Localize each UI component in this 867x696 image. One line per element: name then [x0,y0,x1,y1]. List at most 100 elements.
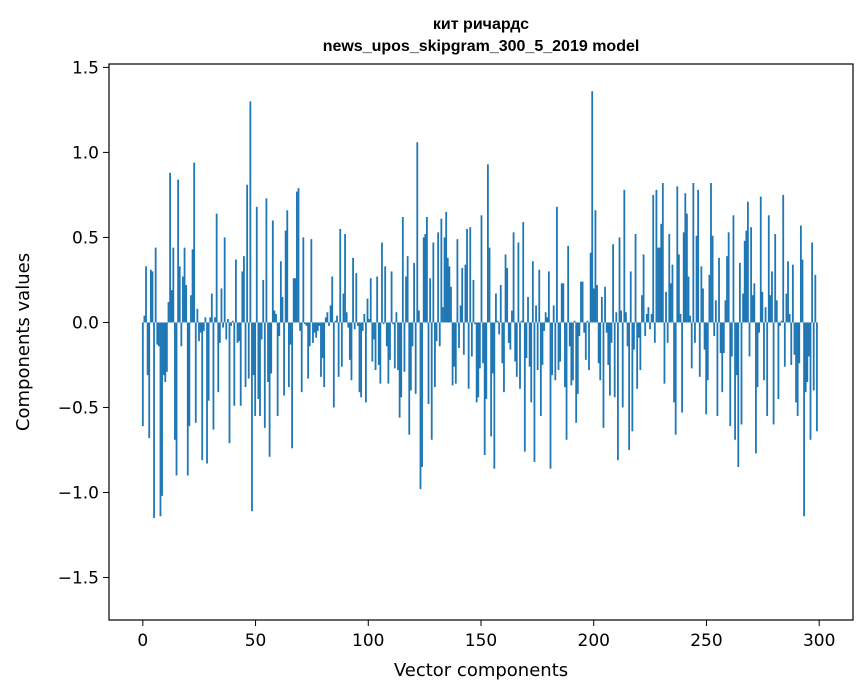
bar-208 [475,322,478,403]
bar-387 [763,322,765,381]
bar-326 [665,291,667,323]
bar-367 [730,322,733,357]
bar-162 [401,217,404,323]
bar-330 [671,264,674,323]
bar-128 [347,322,350,328]
bar-361 [721,322,724,393]
bar-35 [198,322,200,342]
bar-285 [599,322,602,381]
bar-261 [560,283,563,323]
bar-13 [162,322,165,376]
bar-364 [726,256,728,323]
bar-295 [615,312,618,323]
bar-211 [480,215,483,323]
bar-178 [427,322,430,405]
bar-287 [602,322,605,428]
bar-383 [756,322,759,388]
bar-171 [416,142,419,323]
bar-33 [194,322,197,423]
y-tick-label-1: 1.0 [72,143,99,163]
bar-221 [496,320,499,323]
bar-243 [531,261,534,323]
bar-418 [812,322,815,391]
bar-150 [382,322,385,325]
bar-401 [785,293,788,323]
bar-344 [694,322,696,343]
bar-26 [183,247,186,323]
bar-234 [517,242,520,323]
bar-125 [342,293,345,323]
bar-96 [296,191,298,323]
bar-282 [594,210,597,323]
bar-70 [254,322,257,416]
bar-100 [302,237,305,323]
bar-167 [409,322,412,391]
bar-271 [576,322,579,394]
x-tick-label-0: 0 [137,631,148,651]
bar-217 [490,322,493,437]
bar-320 [655,189,658,323]
bar-393 [772,322,775,425]
bar-357 [714,300,717,323]
bar-373 [740,322,743,425]
bar-160 [398,322,401,418]
bar-278 [588,322,590,371]
bar-94 [292,278,295,323]
bar-233 [515,322,518,377]
bar-126 [344,234,346,323]
bar-319 [653,322,656,343]
bar-277 [586,320,589,323]
bar-280 [591,91,594,323]
bar-197 [458,322,460,348]
x-tick-label-150: 150 [465,631,497,651]
bar-334 [677,254,680,323]
bar-335 [679,313,682,323]
bar-351 [705,322,708,415]
bar-218 [491,322,494,374]
bar-31 [191,249,194,323]
bar-308 [636,322,639,389]
bar-43 [210,293,213,323]
bar-244 [533,322,536,462]
bar-179 [429,278,432,323]
bar-71 [255,206,258,323]
bar-106 [312,322,314,343]
bar-53 [226,319,229,323]
bar-25 [182,276,184,323]
bar-379 [750,227,753,323]
bar-273 [580,281,582,323]
bar-29 [188,322,191,427]
y-tick-label-3: 0.0 [72,313,99,333]
bar-368 [732,215,735,323]
bar-122 [337,322,340,377]
bar-210 [478,322,481,369]
bar-156 [392,322,395,325]
bar-93 [291,322,293,449]
bar-51 [223,237,226,323]
bar-119 [332,322,335,408]
bar-205 [470,322,473,357]
bar-337 [682,232,685,323]
y-tick-label-4: −0.5 [58,398,99,418]
bar-89 [284,230,287,323]
bar-299 [621,322,624,408]
bar-352 [706,322,709,381]
bar-20 [174,322,176,440]
bar-148 [379,322,382,384]
bar-365 [727,232,730,323]
bar-83 [275,313,277,323]
bar-225 [503,322,505,393]
bar-81 [271,220,274,323]
bar-390 [767,215,770,323]
bar-333 [676,186,679,323]
bar-404 [790,322,793,365]
bar-121 [336,315,338,323]
bar-248 [539,322,542,416]
bar-88 [283,322,285,396]
bar-110 [318,322,321,326]
bar-52 [225,322,228,340]
bar-86 [279,261,282,323]
bar-58 [235,259,237,323]
bar-238 [523,322,526,452]
bar-137 [361,322,364,331]
